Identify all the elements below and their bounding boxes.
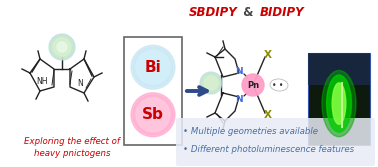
Text: Sb: Sb: [142, 107, 164, 122]
Text: &: &: [239, 6, 257, 19]
Text: X: X: [264, 110, 272, 120]
Bar: [308, 53, 370, 85]
Text: • Multiple geometries available: • Multiple geometries available: [183, 127, 318, 136]
FancyArrowPatch shape: [187, 87, 207, 95]
Circle shape: [200, 72, 222, 94]
Text: Exploring the effect of: Exploring the effect of: [24, 137, 120, 146]
Text: Bi: Bi: [145, 60, 161, 75]
Circle shape: [204, 76, 218, 90]
Ellipse shape: [322, 70, 356, 137]
Text: Pn: Pn: [247, 80, 259, 90]
Circle shape: [50, 35, 74, 59]
Bar: [308, 53, 370, 145]
Text: SBDIPY: SBDIPY: [189, 6, 237, 19]
Text: NH: NH: [36, 77, 48, 87]
Ellipse shape: [270, 79, 288, 91]
Text: • Different photoluminescence features: • Different photoluminescence features: [183, 144, 354, 153]
Circle shape: [133, 95, 173, 135]
FancyBboxPatch shape: [176, 118, 375, 166]
Circle shape: [201, 73, 221, 93]
Circle shape: [242, 74, 264, 96]
Circle shape: [133, 47, 173, 87]
Text: heavy pnictogens: heavy pnictogens: [34, 148, 110, 157]
Text: • •: • •: [272, 80, 284, 90]
Circle shape: [49, 34, 75, 60]
Ellipse shape: [327, 75, 352, 132]
Circle shape: [57, 42, 67, 52]
Bar: [124, 37, 182, 145]
Circle shape: [53, 38, 71, 56]
Text: X: X: [264, 50, 272, 60]
Circle shape: [136, 98, 170, 132]
Text: N: N: [235, 66, 243, 75]
Text: N: N: [235, 95, 243, 104]
Text: BIDIPY: BIDIPY: [260, 6, 304, 19]
Ellipse shape: [332, 83, 346, 124]
Circle shape: [131, 93, 175, 137]
Circle shape: [131, 45, 175, 89]
Circle shape: [136, 50, 170, 84]
Text: N: N: [77, 78, 83, 88]
